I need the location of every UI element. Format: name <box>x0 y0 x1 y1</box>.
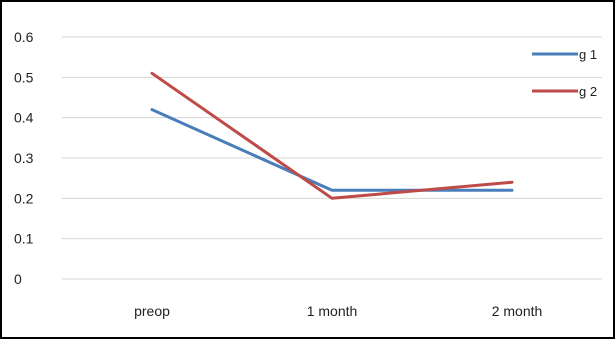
series-line-g-1 <box>150 108 514 192</box>
y-tick-label-5: 0.5 <box>14 69 34 85</box>
y-tick-label-1: 0.1 <box>14 231 34 247</box>
y-axis-tick-labels: 0 0.1 0.2 0.3 0.4 0.5 0.6 <box>14 29 34 287</box>
y-tick-label-0: 0 <box>14 271 22 287</box>
x-tick-label-1: 1 month <box>307 303 358 319</box>
x-axis-tick-labels: preop 1 month 2 month <box>134 303 542 319</box>
legend: g 1 g 2 <box>532 47 597 99</box>
y-tick-label-2: 0.2 <box>14 190 34 206</box>
y-tick-label-6: 0.6 <box>14 29 34 45</box>
gridlines <box>62 36 602 280</box>
legend-label-g-2: g 2 <box>579 84 597 99</box>
x-tick-label-0: preop <box>134 303 170 319</box>
y-tick-label-3: 0.3 <box>14 150 34 166</box>
series-line-g-2 <box>150 71 514 200</box>
legend-label-g-1: g 1 <box>579 47 597 62</box>
y-tick-label-4: 0.4 <box>14 110 34 126</box>
series-lines <box>150 71 514 200</box>
x-tick-label-2: 2 month <box>492 303 543 319</box>
